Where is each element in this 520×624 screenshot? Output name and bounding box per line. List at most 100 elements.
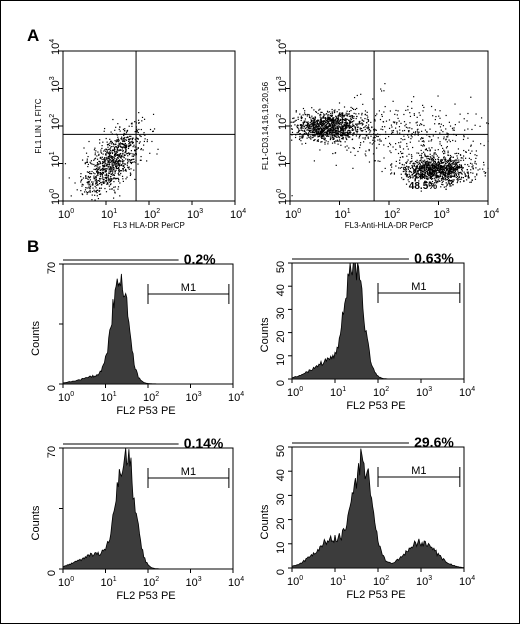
scatter-cluster bbox=[379, 147, 489, 192]
scatter-point bbox=[377, 135, 379, 138]
scatter-point bbox=[420, 172, 422, 174]
scatter-point bbox=[125, 169, 127, 171]
scatter-point bbox=[460, 172, 463, 174]
x-tick-label: 101 bbox=[330, 386, 346, 399]
scatter-point bbox=[118, 166, 120, 169]
scatter-point bbox=[337, 125, 339, 127]
x-tick-base: 10 bbox=[373, 387, 385, 399]
scatter-point bbox=[424, 153, 426, 155]
scatter-point bbox=[102, 178, 104, 180]
scatter-point bbox=[371, 143, 373, 145]
scatter-point bbox=[443, 164, 446, 166]
scatter-point bbox=[437, 165, 440, 167]
scatter-point bbox=[306, 115, 308, 117]
scatter-point bbox=[336, 120, 339, 122]
scatter-point bbox=[354, 128, 357, 130]
scatter-point bbox=[349, 121, 351, 124]
scatter-point bbox=[146, 140, 148, 143]
scatter-point bbox=[470, 158, 472, 161]
scatter-point bbox=[92, 181, 94, 183]
y-tick-exponent: 4 bbox=[276, 39, 283, 43]
scatter-point bbox=[291, 128, 293, 130]
scatter-point bbox=[307, 126, 309, 128]
scatter-point bbox=[470, 169, 472, 171]
scatter-point bbox=[411, 173, 413, 176]
y-axis-label: Counts bbox=[30, 505, 42, 540]
scatter-point bbox=[425, 165, 428, 167]
scatter-point bbox=[337, 140, 339, 142]
scatter-point bbox=[119, 195, 121, 197]
scatter-point bbox=[341, 114, 344, 116]
scatter-point bbox=[434, 149, 436, 151]
scatter-point bbox=[117, 160, 120, 163]
scatter-point bbox=[399, 146, 401, 148]
scatter-point bbox=[414, 180, 416, 182]
scatter-point bbox=[467, 128, 469, 130]
scatter-point bbox=[471, 179, 473, 182]
scatter-point bbox=[467, 137, 469, 139]
scatter-point bbox=[378, 110, 380, 112]
x-tick-exponent: 4 bbox=[471, 575, 475, 582]
scatter-point bbox=[115, 139, 118, 141]
scatter-point bbox=[366, 127, 368, 129]
scatter-point bbox=[398, 142, 400, 144]
scatter-point bbox=[449, 167, 451, 169]
scatter-point bbox=[108, 170, 110, 172]
scatter-point bbox=[364, 138, 366, 140]
scatter-point bbox=[110, 173, 113, 176]
scatter-point bbox=[314, 130, 316, 132]
scatter-point bbox=[380, 128, 382, 130]
scatter-point bbox=[388, 119, 391, 121]
scatter-point bbox=[334, 152, 337, 154]
scatter-point bbox=[448, 167, 450, 169]
x-tick-base: 10 bbox=[58, 577, 70, 589]
scatter-point bbox=[444, 176, 446, 178]
scatter-point bbox=[300, 115, 302, 117]
scatter-point bbox=[353, 147, 355, 150]
scatter-point bbox=[444, 174, 446, 176]
scatter-point bbox=[316, 130, 318, 132]
scatter-point bbox=[89, 183, 91, 185]
scatter-point bbox=[340, 128, 342, 131]
scatter-point bbox=[315, 121, 317, 123]
scatter-point bbox=[110, 183, 112, 185]
scatter-point bbox=[441, 181, 443, 184]
scatter-point bbox=[456, 169, 458, 171]
scatter-point bbox=[451, 181, 453, 184]
scatter-point bbox=[305, 113, 307, 116]
scatter-point bbox=[449, 171, 451, 173]
scatter-point bbox=[460, 164, 463, 166]
scatter-point bbox=[368, 128, 371, 131]
x-tick-label: 104 bbox=[228, 391, 244, 404]
scatter-point bbox=[384, 167, 386, 170]
scatter-point bbox=[419, 162, 421, 165]
y-tick-label: 20 bbox=[275, 517, 287, 529]
scatter-point bbox=[314, 118, 316, 120]
scatter-point bbox=[448, 179, 450, 182]
scatter-point bbox=[392, 121, 395, 123]
scatter-point bbox=[99, 163, 102, 165]
scatter-point bbox=[411, 165, 413, 167]
scatter-point bbox=[337, 143, 339, 145]
scatter-point bbox=[102, 153, 104, 155]
scatter-point bbox=[423, 166, 426, 168]
scatter-point bbox=[135, 153, 137, 155]
scatter-point bbox=[365, 150, 367, 152]
x-tick-label: 101 bbox=[101, 208, 117, 221]
scatter-point bbox=[461, 170, 464, 172]
scatter-point bbox=[98, 154, 100, 156]
scatter-point bbox=[363, 126, 365, 129]
scatter-point bbox=[438, 171, 440, 173]
scatter-point bbox=[359, 123, 361, 125]
x-tick-exponent: 1 bbox=[342, 386, 346, 393]
scatter-point bbox=[332, 124, 335, 126]
scatter-point bbox=[346, 124, 348, 126]
x-tick-label: 102 bbox=[144, 208, 160, 221]
scatter-point bbox=[352, 134, 354, 137]
scatter-point bbox=[441, 179, 443, 181]
x-tick-exponent: 2 bbox=[156, 208, 160, 215]
scatter-point bbox=[114, 152, 116, 154]
scatter-point bbox=[127, 160, 129, 162]
scatter-point bbox=[299, 135, 301, 138]
scatter-point bbox=[323, 129, 325, 131]
